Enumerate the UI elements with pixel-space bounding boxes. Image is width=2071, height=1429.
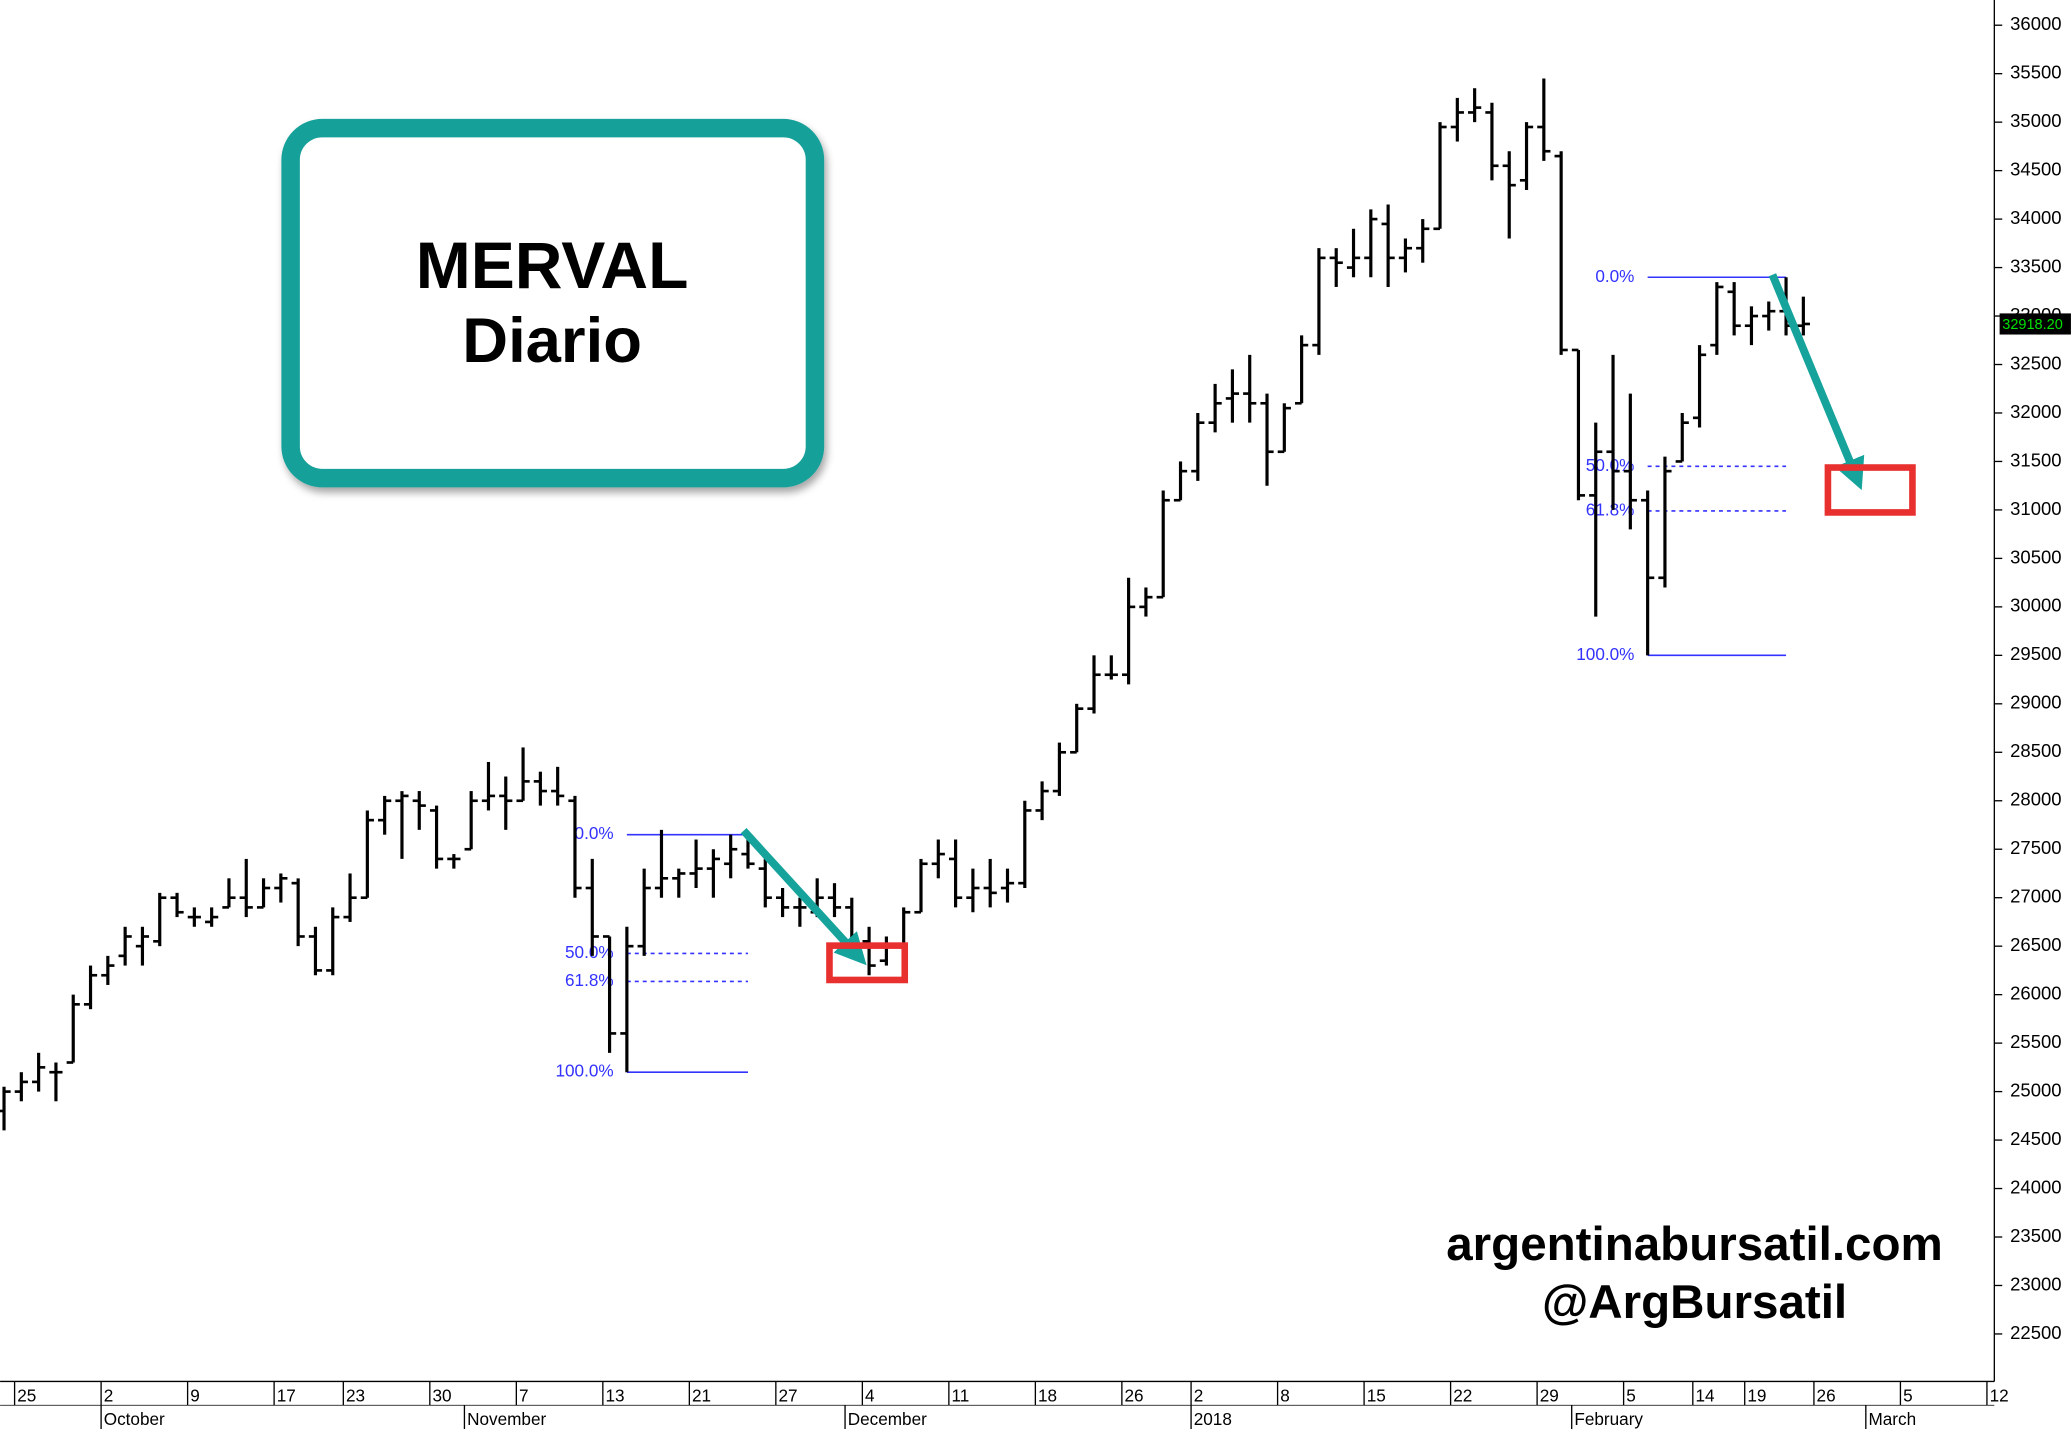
- arrow: [740, 828, 867, 966]
- y-tick-label: 25500: [2010, 1031, 2061, 1052]
- x-tick-label: 29: [1540, 1385, 1559, 1405]
- x-tick-label: 15: [1367, 1385, 1386, 1405]
- x-tick-label: 18: [1038, 1385, 1057, 1405]
- x-tick-label: 5: [1903, 1385, 1913, 1405]
- y-tick-label: 34000: [2010, 207, 2061, 228]
- fib-label: 0.0%: [575, 823, 614, 843]
- y-tick-label: 24500: [2010, 1128, 2061, 1149]
- x-tick-label: 22: [1453, 1385, 1472, 1405]
- x-tick-label: 27: [778, 1385, 797, 1405]
- y-tick-label: 26500: [2010, 934, 2061, 955]
- month-label: February: [1574, 1409, 1643, 1429]
- x-tick-label: 5: [1626, 1385, 1636, 1405]
- y-tick-label: 23000: [2010, 1273, 2061, 1294]
- month-label: October: [104, 1409, 165, 1429]
- x-tick-label: 25: [17, 1385, 36, 1405]
- y-tick-label: 22500: [2010, 1322, 2061, 1343]
- month-label: 2018: [1194, 1409, 1232, 1429]
- target-box: [826, 942, 909, 984]
- x-tick-label: 2: [104, 1385, 114, 1405]
- watermark: @ArgBursatil: [1542, 1276, 1847, 1329]
- fib-label: 100.0%: [1576, 644, 1634, 664]
- last-price-label: 32918.20: [2002, 317, 2063, 333]
- fib-label: 50.0%: [1586, 455, 1635, 475]
- x-tick-label: 13: [605, 1385, 624, 1405]
- x-tick-label: 8: [1280, 1385, 1290, 1405]
- target-box: [1824, 464, 1916, 516]
- y-tick-label: 29000: [2010, 692, 2061, 713]
- month-label: December: [848, 1409, 927, 1429]
- y-tick-label: 35500: [2010, 62, 2061, 83]
- month-label: March: [1868, 1409, 1916, 1429]
- y-tick-label: 31500: [2010, 449, 2061, 470]
- y-tick-label: 27000: [2010, 886, 2061, 907]
- chart-title: MERVAL: [416, 228, 689, 302]
- y-tick-label: 30000: [2010, 595, 2061, 616]
- y-tick-label: 28500: [2010, 740, 2061, 761]
- fib-label: 50.0%: [565, 942, 614, 962]
- y-tick-label: 35000: [2010, 110, 2061, 131]
- x-tick-label: 12: [1990, 1385, 2009, 1405]
- x-tick-label: 17: [277, 1385, 296, 1405]
- y-tick-label: 32500: [2010, 352, 2061, 373]
- y-tick-label: 30500: [2010, 546, 2061, 567]
- x-tick-label: 9: [190, 1385, 200, 1405]
- x-tick-label: 11: [952, 1385, 970, 1405]
- arrow: [1768, 273, 1865, 491]
- y-tick-label: 25000: [2010, 1079, 2061, 1100]
- fib-label: 0.0%: [1595, 266, 1634, 286]
- fib-label: 100.0%: [555, 1061, 613, 1081]
- y-tick-label: 32000: [2010, 401, 2061, 422]
- title-box: [281, 118, 825, 488]
- month-label: November: [467, 1409, 546, 1429]
- y-tick-label: 24000: [2010, 1176, 2061, 1197]
- fib-label: 61.8%: [565, 970, 614, 990]
- x-tick-label: 2: [1194, 1385, 1204, 1405]
- y-tick-label: 29500: [2010, 643, 2061, 664]
- x-tick-label: 7: [519, 1385, 529, 1405]
- y-tick-label: 27500: [2010, 837, 2061, 858]
- x-tick-label: 30: [432, 1385, 451, 1405]
- y-tick-label: 23500: [2010, 1225, 2061, 1246]
- x-tick-label: 21: [692, 1385, 711, 1405]
- x-tick-label: 4: [865, 1385, 875, 1405]
- y-tick-label: 36000: [2010, 13, 2061, 34]
- y-tick-label: 28000: [2010, 789, 2061, 810]
- x-tick-label: 26: [1817, 1385, 1836, 1405]
- chart-subtitle: Diario: [462, 306, 642, 376]
- y-tick-label: 31000: [2010, 498, 2061, 519]
- x-tick-label: 26: [1125, 1385, 1144, 1405]
- y-tick-label: 33500: [2010, 255, 2061, 276]
- last-price-tag: [1999, 313, 2071, 335]
- y-tick-label: 34500: [2010, 158, 2061, 179]
- fib-label: 61.8%: [1586, 499, 1635, 519]
- y-tick-label: 26000: [2010, 983, 2061, 1004]
- x-tick-label: 14: [1695, 1385, 1715, 1405]
- watermark: argentinabursatil.com: [1446, 1218, 1943, 1271]
- x-tick-label: 23: [346, 1385, 365, 1405]
- x-tick-label: 19: [1747, 1385, 1766, 1405]
